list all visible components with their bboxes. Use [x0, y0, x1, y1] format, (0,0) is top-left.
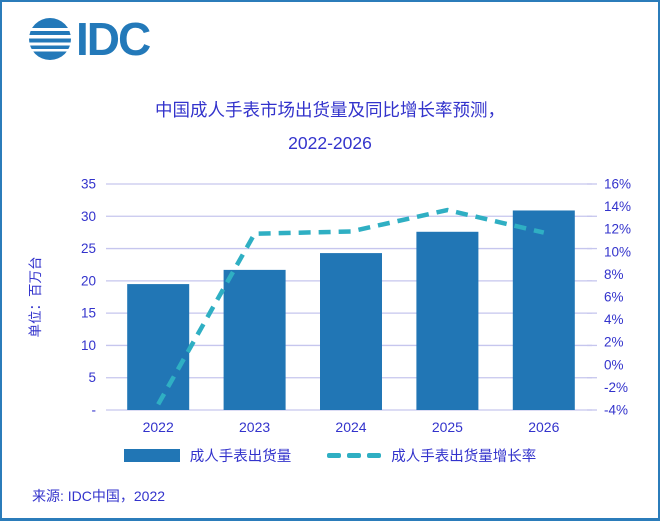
bar-2022 — [127, 284, 190, 410]
left-axis-tick-label: 10 — [81, 338, 96, 353]
right-axis-tick-label: 10% — [604, 244, 631, 259]
idc-logo: IDC — [29, 13, 151, 65]
combo-chart: 35 30 25 20 15 10 5 - 16% 14% 12% 10% 8% 6% 4% 2% 0% -2% -… — [28, 177, 631, 436]
left-axis-tick-label: 5 — [88, 370, 96, 385]
bar-series-swatch — [123, 449, 180, 462]
line-series-label: 成人手表出货量增长率 — [391, 449, 537, 465]
left-axis-tick-label: 25 — [81, 241, 96, 256]
left-axis-tick-label: 30 — [81, 209, 96, 224]
idc-brand-text: IDC — [76, 13, 151, 65]
chart-legend: 成人手表出货量 成人手表出货量增长率 — [2, 445, 658, 466]
left-axis-tick-label: - — [92, 403, 97, 418]
right-axis-tick-label: 0% — [604, 357, 624, 372]
source-note: 来源: IDC中国，2022 — [32, 488, 166, 504]
chart-title-line2: 2022-2026 — [288, 133, 372, 153]
x-axis-label-2025: 2025 — [432, 419, 463, 435]
right-axis-tick-label: 6% — [604, 290, 624, 305]
bar-2025 — [416, 231, 479, 410]
bar-2023 — [223, 269, 286, 410]
left-axis-tick-label: 35 — [81, 177, 96, 192]
x-axis-label-2026: 2026 — [528, 419, 559, 435]
left-axis-tick-label: 15 — [81, 306, 96, 321]
right-axis-tick-label: -2% — [604, 380, 628, 395]
growth-line — [156, 207, 545, 406]
bar-2024 — [320, 253, 382, 410]
x-axis-label-2023: 2023 — [239, 419, 270, 435]
bar-series-label: 成人手表出货量 — [189, 449, 292, 465]
left-axis-tick-label: 20 — [81, 273, 96, 288]
y-axis-unit-label: 单位：百万台 — [28, 257, 43, 338]
idc-globe-icon — [29, 18, 71, 60]
chart-title: 中国成人手表市场出货量及同比增长率预测， 2022-2026 — [2, 94, 658, 160]
x-axis-label-2024: 2024 — [335, 419, 366, 435]
dashed-line-swatch — [327, 453, 382, 458]
bar-2026 — [512, 210, 575, 410]
right-axis-tick-label: -4% — [604, 403, 628, 418]
right-axis-tick-label: 16% — [604, 177, 631, 192]
x-axis-label-2022: 2022 — [143, 419, 174, 435]
right-axis-tick-label: 14% — [604, 199, 631, 214]
right-axis-tick-label: 2% — [604, 335, 624, 350]
chart-title-line1: 中国成人手表市场出货量及同比增长率预测， — [155, 100, 505, 120]
right-axis-tick-label: 4% — [604, 312, 624, 327]
right-axis-tick-label: 12% — [604, 222, 631, 237]
right-axis-tick-label: 8% — [604, 267, 624, 282]
